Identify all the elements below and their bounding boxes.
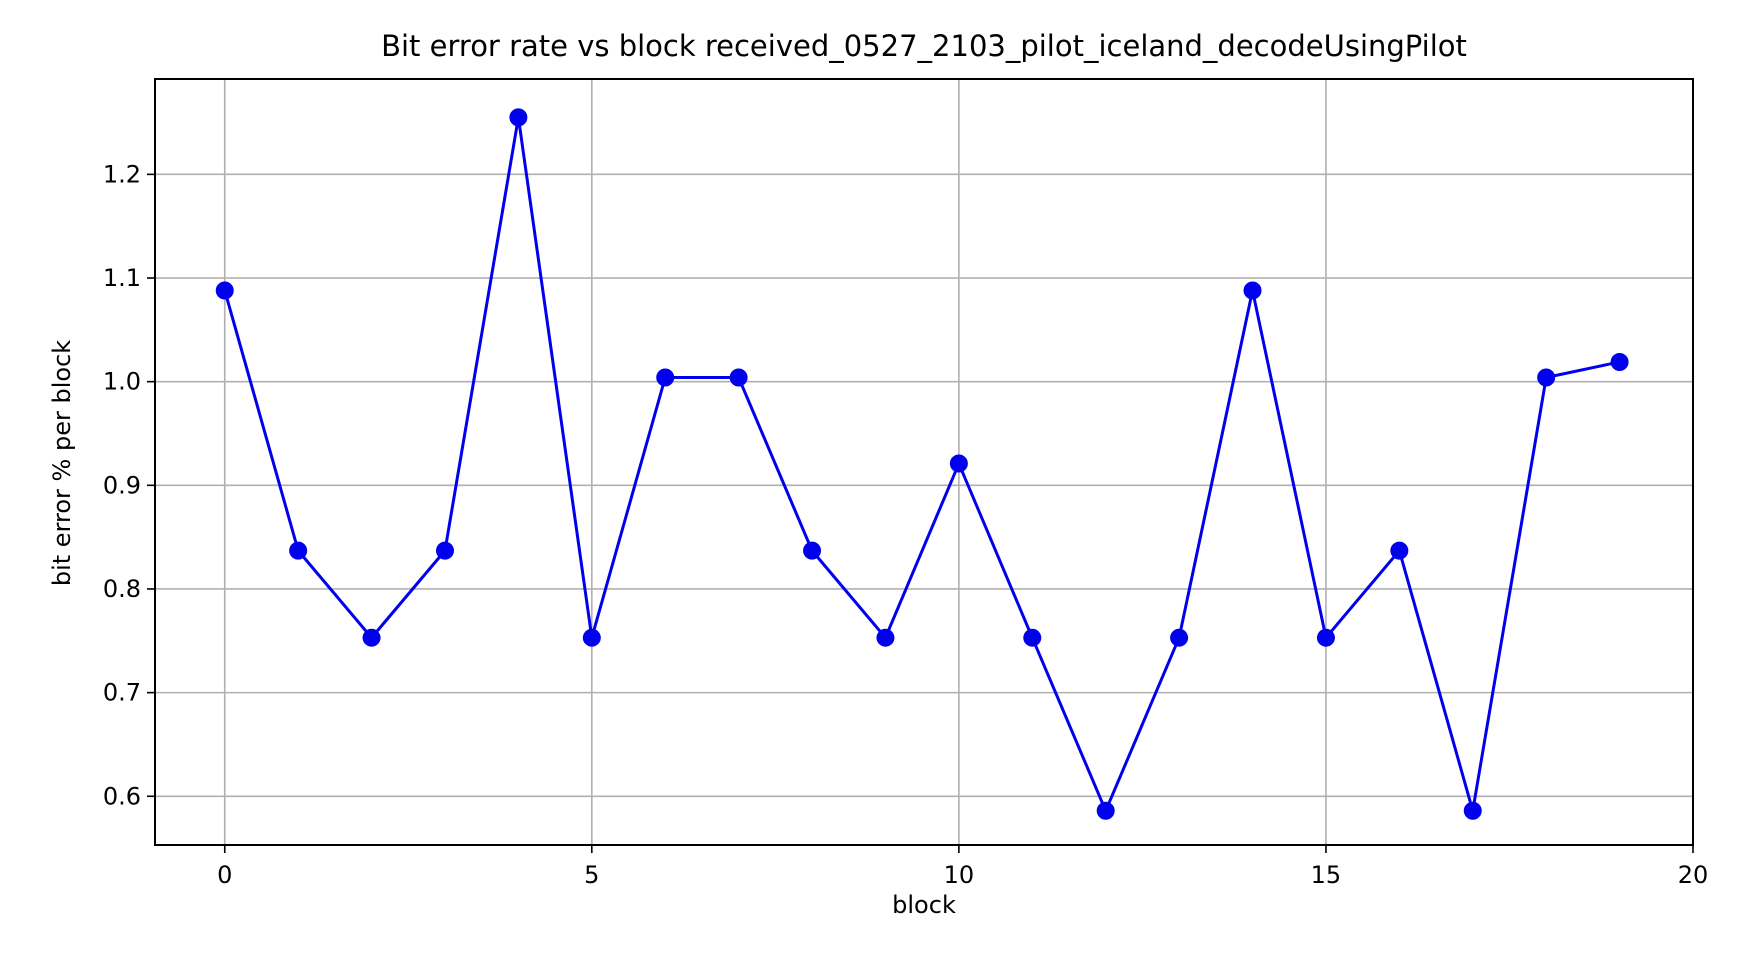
data-point-13 — [1170, 628, 1189, 647]
y-tick-label-1: 0.7 — [103, 679, 141, 707]
data-point-1 — [289, 541, 308, 560]
data-point-8 — [803, 541, 822, 560]
data-point-17 — [1463, 801, 1482, 820]
data-point-5 — [582, 628, 601, 647]
x-tick-label-1: 5 — [584, 861, 599, 889]
data-point-3 — [435, 541, 454, 560]
series-line-group — [223, 115, 1622, 813]
data-point-2 — [362, 628, 381, 647]
data-point-16 — [1390, 541, 1409, 560]
y-tick-label-2: 0.8 — [103, 575, 141, 603]
x-axis-title: block — [892, 891, 956, 919]
data-point-14 — [1243, 281, 1262, 300]
axes — [154, 78, 1694, 846]
data-point-19 — [1610, 352, 1629, 371]
data-point-9 — [876, 628, 895, 647]
data-point-6 — [656, 368, 675, 387]
data-point-7 — [729, 368, 748, 387]
data-point-15 — [1316, 628, 1335, 647]
chart-title: Bit error rate vs block received_0527_21… — [381, 29, 1467, 63]
y-tick-label-4: 1.0 — [103, 368, 141, 396]
x-tick-label-3: 15 — [1311, 861, 1342, 889]
x-tick-label-2: 10 — [944, 861, 975, 889]
y-tick-label-6: 1.2 — [103, 160, 141, 188]
data-point-4 — [509, 108, 528, 127]
data-point-11 — [1023, 628, 1042, 647]
data-points — [215, 108, 1629, 820]
series-line — [223, 115, 1622, 813]
plot-frame — [154, 78, 1694, 846]
data-point-0 — [215, 281, 234, 300]
y-tick-label-3: 0.9 — [103, 471, 141, 499]
y-tick-label-0: 0.6 — [103, 782, 141, 810]
y-tick-label-5: 1.1 — [103, 264, 141, 292]
y-axis-title: bit error % per block — [48, 340, 76, 586]
data-point-12 — [1096, 801, 1115, 820]
x-tick-label-0: 0 — [217, 861, 232, 889]
data-point-18 — [1537, 368, 1556, 387]
ticks: 0 5 10 15 20 0.6 0.7 0.8 0.9 1.0 1.1 1.2 — [103, 160, 1708, 889]
x-tick-label-4: 20 — [1678, 861, 1709, 889]
data-point-10 — [949, 454, 968, 473]
